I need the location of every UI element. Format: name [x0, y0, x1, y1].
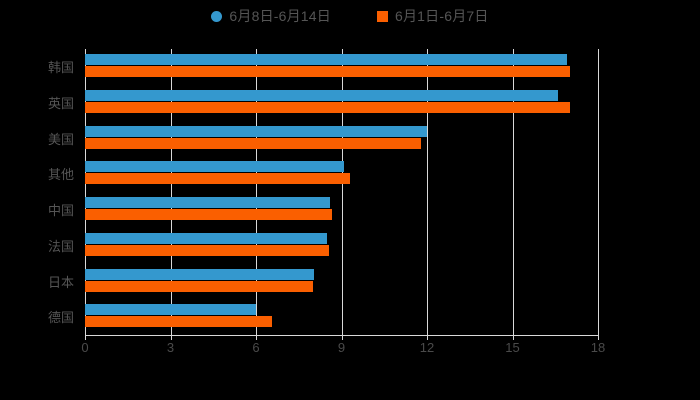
bar-美国-series-0[interactable] — [85, 125, 427, 137]
y-axis-tick-label: 德国 — [47, 310, 74, 326]
x-axis-tick-mark — [85, 335, 86, 340]
x-axis-tick-mark — [170, 335, 172, 340]
bar-英国-series-1[interactable] — [85, 101, 570, 113]
bar-德国-series-0[interactable] — [85, 304, 256, 316]
legend-item[interactable]: 6月8日-6月14日 — [211, 6, 331, 26]
x-axis-tick-mark — [598, 335, 599, 340]
bar-日本-series-0[interactable] — [85, 268, 315, 280]
bar-英国-series-0[interactable] — [85, 89, 559, 101]
bar-group — [85, 197, 598, 220]
x-axis-tick-mark — [427, 335, 428, 340]
y-axis-tick-label: 韩国 — [47, 60, 74, 75]
x-axis-tick-label: 15 — [505, 340, 520, 355]
legend-circle-icon — [211, 10, 223, 22]
x-axis-tick-mark — [512, 335, 514, 340]
gridline — [341, 49, 343, 335]
bar-德国-series-1[interactable] — [85, 316, 272, 328]
bar-其他-series-0[interactable] — [85, 161, 345, 173]
bar-韩国-series-1[interactable] — [85, 66, 570, 77]
x-axis-tick-label: 18 — [590, 340, 606, 355]
y-axis-tick-label: 日本 — [47, 274, 74, 290]
chart-legend: 6月8日-6月14日 6月1日-6月7日 — [0, 6, 700, 26]
gridline — [170, 49, 172, 335]
gridline — [256, 49, 257, 335]
y-axis-tick-label: 英国 — [47, 95, 74, 111]
bar-日本-series-1[interactable] — [85, 280, 313, 292]
legend-square-icon — [376, 10, 388, 22]
bar-法国-series-1[interactable] — [85, 244, 329, 256]
bar-group — [85, 268, 598, 292]
bar-中国-series-0[interactable] — [85, 197, 331, 208]
legend-item[interactable]: 6月1日-6月7日 — [376, 6, 489, 26]
bar-美国-series-1[interactable] — [85, 137, 422, 149]
x-axis-tick-mark — [341, 335, 343, 340]
bar-法国-series-0[interactable] — [85, 232, 328, 244]
bar-中国-series-1[interactable] — [85, 209, 332, 220]
bar-group — [85, 232, 598, 256]
legend-item-label: 6月1日-6月7日 — [394, 8, 489, 24]
bar-group — [85, 89, 598, 113]
y-axis-labels: 韩国英国美国其他中国法国日本德国 — [0, 49, 74, 335]
gridline — [512, 49, 514, 335]
y-axis-tick-label: 法国 — [47, 238, 74, 254]
bar-其他-series-1[interactable] — [85, 173, 351, 185]
x-axis-tick-label: 0 — [81, 340, 89, 355]
gridline — [427, 49, 428, 335]
bar-group — [85, 161, 598, 185]
bar-group — [85, 125, 598, 149]
legend-item-label: 6月8日-6月14日 — [229, 8, 331, 24]
gridline — [598, 49, 599, 335]
y-axis-tick-label: 其他 — [47, 167, 74, 183]
bar-group — [85, 54, 598, 77]
x-axis-tick-label: 3 — [166, 340, 175, 355]
bar-group — [85, 304, 598, 328]
gridline — [85, 49, 86, 335]
bar-韩国-series-0[interactable] — [85, 54, 567, 65]
x-axis-tick-mark — [256, 335, 257, 340]
y-axis-tick-label: 美国 — [47, 131, 74, 147]
x-axis-tick-label: 12 — [419, 340, 435, 355]
x-axis-tick-label: 6 — [252, 340, 260, 355]
plot-area — [85, 49, 599, 335]
x-axis-tick-label: 9 — [337, 340, 346, 355]
y-axis-tick-label: 中国 — [47, 203, 74, 218]
